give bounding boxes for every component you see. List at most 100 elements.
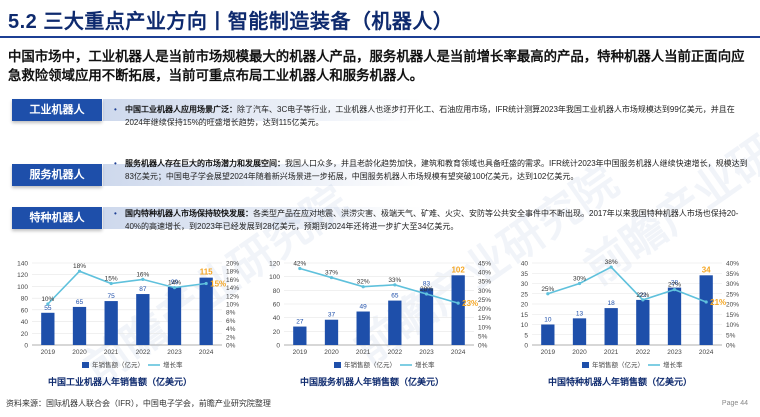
growth-value-label: 21% bbox=[710, 298, 726, 307]
bar bbox=[136, 294, 150, 345]
legend-swatch-bar bbox=[334, 362, 341, 368]
y-tick-label-right: 4% bbox=[226, 326, 236, 333]
y-tick-label-right: 0% bbox=[478, 343, 488, 350]
bar bbox=[167, 287, 182, 345]
x-tick-label: 2022 bbox=[636, 349, 651, 356]
bar-value-label: 18 bbox=[608, 300, 616, 307]
growth-line bbox=[47, 270, 207, 305]
growth-value-label: 33% bbox=[388, 277, 401, 284]
growth-line bbox=[547, 266, 707, 303]
bullet-dot: • bbox=[114, 159, 117, 168]
bar-value-label: 102 bbox=[451, 265, 465, 274]
y-tick-label-right: 5% bbox=[478, 333, 488, 340]
growth-value-label: 23% bbox=[462, 299, 478, 308]
y-tick-label-left: 30 bbox=[521, 281, 529, 288]
y-tick-label-left: 100 bbox=[17, 284, 28, 291]
chart-special: 0 5 10 15 20 25 30 35 40 0% 5% 10% 15% 20% 25% 30% 35% 40… bbox=[510, 255, 750, 395]
bar bbox=[72, 306, 87, 345]
y-tick-label-right: 20% bbox=[226, 261, 239, 268]
x-tick-label: 2019 bbox=[293, 349, 308, 356]
y-tick-label-right: 20% bbox=[726, 302, 739, 309]
chart-title-special: 中国特种机器人年销售额（亿美元） bbox=[547, 377, 692, 387]
growth-value-label: 32% bbox=[357, 279, 370, 286]
section-label-shadow bbox=[103, 164, 423, 186]
y-tick-label-right: 5% bbox=[726, 332, 736, 339]
x-tick-label: 2023 bbox=[167, 349, 182, 356]
bar bbox=[356, 311, 370, 345]
chart-svg: 0 20 40 60 80 100 120 0% 5% 10% 15% 20% 25% 30% 35% 40%… bbox=[269, 260, 491, 369]
y-tick-label-right: 8% bbox=[226, 310, 236, 317]
growth-point bbox=[609, 265, 613, 269]
section-body: 各类型产品在应对地震、洪涝灾害、极端天气、矿难、火灾、安防等公共安全事件中不断出… bbox=[125, 209, 739, 231]
bar bbox=[604, 308, 618, 345]
growth-point bbox=[456, 301, 460, 305]
bar bbox=[199, 277, 213, 345]
bar-value-label: 27 bbox=[296, 319, 304, 326]
summary-text: 中国市场中，工业机器人是当前市场规模最大的机器人产品，服务机器人是当前增长率最高… bbox=[8, 49, 745, 83]
growth-point bbox=[329, 275, 334, 280]
growth-point bbox=[298, 266, 302, 271]
bar-value-label: 13 bbox=[576, 310, 584, 317]
growth-value-label: 25% bbox=[541, 286, 554, 293]
legend-label-line: 增长率 bbox=[163, 360, 183, 369]
y-tick-label-left: 40 bbox=[273, 315, 281, 322]
y-tick-label-left: 20 bbox=[21, 331, 29, 338]
bar-value-label: 37 bbox=[328, 312, 336, 319]
x-tick-label: 2024 bbox=[199, 349, 214, 356]
x-tick-label: 2021 bbox=[604, 349, 619, 356]
growth-point bbox=[172, 286, 177, 290]
growth-value-label: 16% bbox=[136, 271, 149, 278]
bar bbox=[324, 319, 339, 345]
legend-swatch-bar bbox=[82, 362, 89, 368]
y-tick-label-right: 10% bbox=[726, 322, 739, 329]
growth-value-label: 14% bbox=[168, 280, 181, 287]
bar-value-label: 22 bbox=[639, 292, 647, 299]
growth-point bbox=[141, 277, 145, 281]
section-heading: 服务机器人存在巨大的市场潜力和发展空间： bbox=[125, 159, 285, 168]
x-tick-label: 2024 bbox=[451, 349, 466, 356]
y-tick-label-left: 25 bbox=[521, 291, 529, 298]
y-tick-label-right: 16% bbox=[226, 277, 239, 284]
y-tick-label-left: 5 bbox=[524, 332, 528, 339]
growth-value-label: 42% bbox=[293, 260, 306, 267]
bar-value-label: 55 bbox=[44, 305, 52, 312]
bar-value-label: 65 bbox=[391, 293, 399, 300]
legend-label-bar: 年销售额（亿元） bbox=[92, 360, 144, 369]
growth-point bbox=[393, 283, 397, 287]
bar bbox=[388, 300, 402, 345]
chart-title-service: 中国服务机器人年销售额（亿美元） bbox=[299, 377, 444, 387]
y-tick-label-left: 100 bbox=[269, 274, 280, 281]
growth-value-label: 38% bbox=[605, 259, 618, 266]
bar bbox=[572, 318, 587, 345]
x-tick-label: 2021 bbox=[104, 349, 119, 356]
bar-value-label: 83 bbox=[423, 280, 431, 287]
growth-value-label: 10% bbox=[41, 296, 54, 303]
y-tick-label-right: 35% bbox=[478, 279, 491, 286]
y-tick-label-right: 20% bbox=[478, 306, 491, 313]
growth-point bbox=[641, 298, 645, 302]
source-note: 资料来源：国际机器人联合会（IFR），中国电子学会，前瞻产业研究院整理 bbox=[6, 399, 271, 408]
x-tick-label: 2020 bbox=[324, 349, 339, 356]
bar-value-label: 99 bbox=[171, 279, 179, 286]
bar bbox=[667, 287, 682, 345]
x-tick-label: 2022 bbox=[388, 349, 403, 356]
legend-label-bar: 年销售额（亿元） bbox=[592, 360, 644, 369]
chart-service: 0 20 40 60 80 100 120 0% 5% 10% 15% 20% 25% 30% 35% 40%… bbox=[262, 255, 502, 395]
y-tick-label-right: 2% bbox=[226, 334, 236, 341]
y-tick-label-left: 20 bbox=[273, 329, 281, 336]
page-number: Page 44 bbox=[721, 400, 748, 407]
y-tick-label-right: 30% bbox=[478, 288, 491, 295]
section-label-shadow bbox=[103, 207, 423, 229]
bar-value-label: 34 bbox=[702, 265, 711, 274]
y-tick-label-right: 10% bbox=[226, 302, 239, 309]
legend-label-line: 增长率 bbox=[663, 360, 683, 369]
bar bbox=[636, 299, 650, 345]
x-tick-label: 2020 bbox=[572, 349, 587, 356]
growth-value-label: 28% bbox=[420, 286, 433, 293]
growth-point bbox=[546, 292, 550, 296]
section-heading: 中国工业机器人应用场景广泛： bbox=[125, 105, 237, 114]
legend-label-bar: 年销售额（亿元） bbox=[344, 360, 396, 369]
growth-value-label: 27% bbox=[668, 282, 681, 289]
y-tick-label-right: 45% bbox=[478, 261, 491, 268]
bar bbox=[419, 288, 434, 345]
